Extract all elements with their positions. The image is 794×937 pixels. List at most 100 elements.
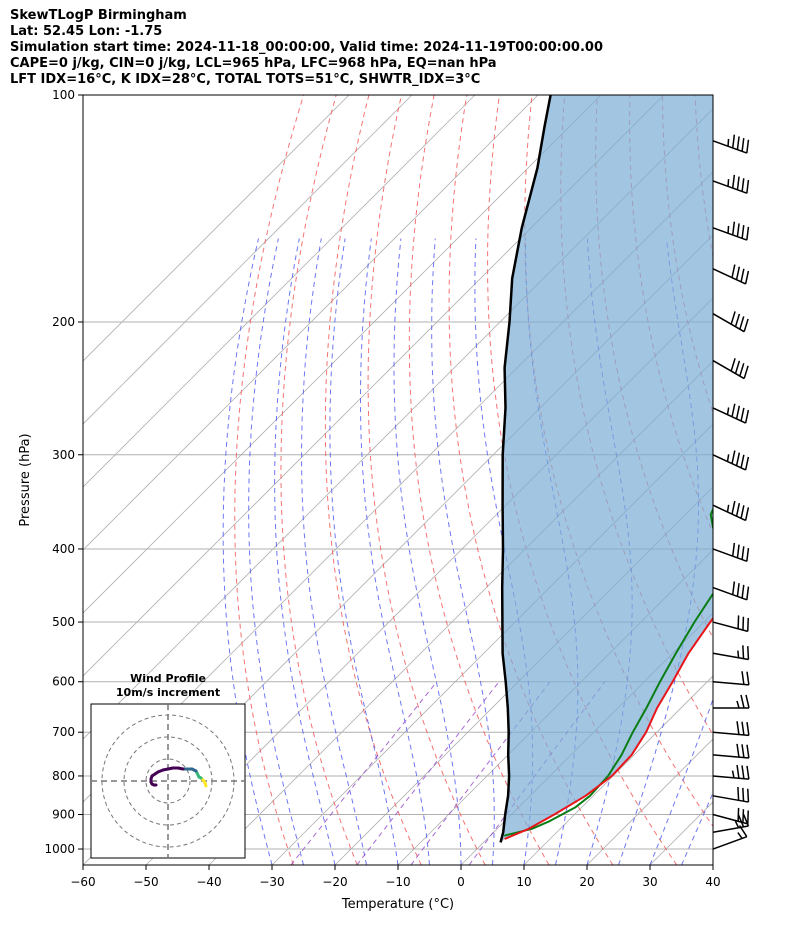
wind-barb-flag <box>747 788 750 803</box>
parcel-profile-line <box>499 95 552 843</box>
hodograph-ring <box>145 758 191 804</box>
wind-barb-flag <box>730 358 736 372</box>
wind-barb-staff <box>712 795 749 803</box>
wind-barb-flag <box>736 743 740 758</box>
indices-line: LFT IDX=16°C, K IDX=28°C, TOTAL TOTS=51°… <box>10 72 481 87</box>
wind-barb-flag <box>746 586 750 600</box>
wind-barb-flag <box>740 505 745 519</box>
wind-barb-flag <box>731 134 736 149</box>
wind-barb <box>713 694 750 709</box>
wind-barb-flag <box>741 671 745 685</box>
wind-barb-staff <box>712 548 748 562</box>
wind-barb-flag <box>737 814 745 828</box>
x-tick-label: −20 <box>322 875 347 889</box>
wind-barb-staff <box>712 775 749 780</box>
x-tick-label: 0 <box>457 875 465 889</box>
wind-barb-flag <box>731 403 736 417</box>
y-tick-label: 200 <box>52 315 75 329</box>
isotherm-line <box>334 486 713 865</box>
wind-barb-staff <box>712 836 748 850</box>
wind-barb-flag <box>746 226 750 241</box>
wind-barb-flag <box>741 225 745 239</box>
x-tick-label: −10 <box>385 875 410 889</box>
wind-barb-staff <box>712 754 749 759</box>
moist-adiabat <box>301 238 367 865</box>
wind-barb-flag <box>740 694 745 709</box>
wind-barb-flag <box>746 547 750 562</box>
wind-barb-flag <box>746 671 750 685</box>
chart-header: SkewTLogP Birmingham Lat: 52.45 Lon: -1.… <box>10 8 603 88</box>
x-tick-label: −60 <box>70 875 95 889</box>
wind-barb-flag <box>740 268 745 283</box>
wind-barb-flag <box>741 744 745 758</box>
wind-barb-flag <box>731 581 736 595</box>
temperature-profile-line <box>504 616 713 840</box>
wind-barb-staff <box>712 359 745 380</box>
wind-barb-half <box>737 832 743 839</box>
wind-barb <box>712 721 750 737</box>
wind-barb-flag <box>743 365 749 379</box>
moist-adiabat <box>431 238 495 865</box>
wind-barb-flag <box>743 318 749 332</box>
wind-barb-staff <box>712 731 749 737</box>
wind-barb-flag <box>742 787 745 802</box>
wind-barb-flag <box>736 583 740 597</box>
wind-barb-flag <box>741 138 745 152</box>
x-tick-label: −40 <box>196 875 221 889</box>
y-tick-label: 400 <box>52 542 75 556</box>
wind-barb-half <box>727 179 730 187</box>
y-tick-label: 300 <box>52 448 75 462</box>
wind-barb-half <box>726 504 730 513</box>
wind-barb-half <box>726 407 730 415</box>
wind-barb-flag <box>744 456 750 471</box>
wind-barb <box>712 671 750 686</box>
isotherm-line <box>83 95 602 614</box>
wind-barb-staff <box>712 813 748 825</box>
hodograph-title: Wind Profile <box>130 672 206 685</box>
hodograph-plot <box>91 704 245 858</box>
wind-barb-flag <box>746 744 750 759</box>
wind-barb-flag <box>746 179 750 194</box>
wind-barb-flag <box>736 721 740 735</box>
y-tick-label: 900 <box>52 808 75 822</box>
hodograph-subtitle: 10m/s increment <box>116 686 220 699</box>
wind-barb <box>712 743 750 759</box>
x-tick-label: 30 <box>642 875 657 889</box>
wind-barb-flag <box>736 764 740 779</box>
wind-barb-flag <box>735 503 741 517</box>
wind-barb-flag <box>740 407 745 422</box>
wind-barb-flag <box>745 694 750 709</box>
wind-barb-flag <box>746 722 750 736</box>
mixing-ratio-line <box>356 681 500 865</box>
wind-barb-flag <box>744 507 750 521</box>
dry-adiabat <box>367 95 486 865</box>
wind-barb-staff <box>712 652 749 661</box>
wind-barb-staff <box>712 407 746 424</box>
wind-barb <box>712 807 749 825</box>
y-tick-label: 500 <box>52 615 75 629</box>
wind-barb-flag <box>735 452 741 466</box>
wind-barb-half <box>731 770 735 778</box>
wind-barb-flag <box>744 409 750 424</box>
wind-barb <box>712 542 750 562</box>
wind-barb-flag <box>736 176 740 190</box>
y-tick-label: 700 <box>52 725 75 739</box>
y-tick-label: 100 <box>52 88 75 102</box>
x-tick-label: −30 <box>259 875 284 889</box>
x-tick-label: 40 <box>705 875 720 889</box>
wind-barb-half <box>736 700 740 709</box>
wind-barb <box>712 358 749 380</box>
wind-barb-staff <box>712 268 746 285</box>
mixing-ratio-line <box>468 681 606 865</box>
wind-barb-half <box>727 138 730 147</box>
wind-barb-half <box>727 225 730 234</box>
wind-barb-staff <box>712 586 748 601</box>
y-axis-label: Pressure (hPa) <box>18 433 33 526</box>
wind-barb-staff <box>712 313 745 333</box>
wind-barb-flag <box>741 584 745 599</box>
isotherm-line <box>83 95 413 425</box>
wind-barb-flag <box>746 139 750 154</box>
wind-barb-half <box>734 820 740 829</box>
mixing-ratio-line <box>290 681 438 865</box>
